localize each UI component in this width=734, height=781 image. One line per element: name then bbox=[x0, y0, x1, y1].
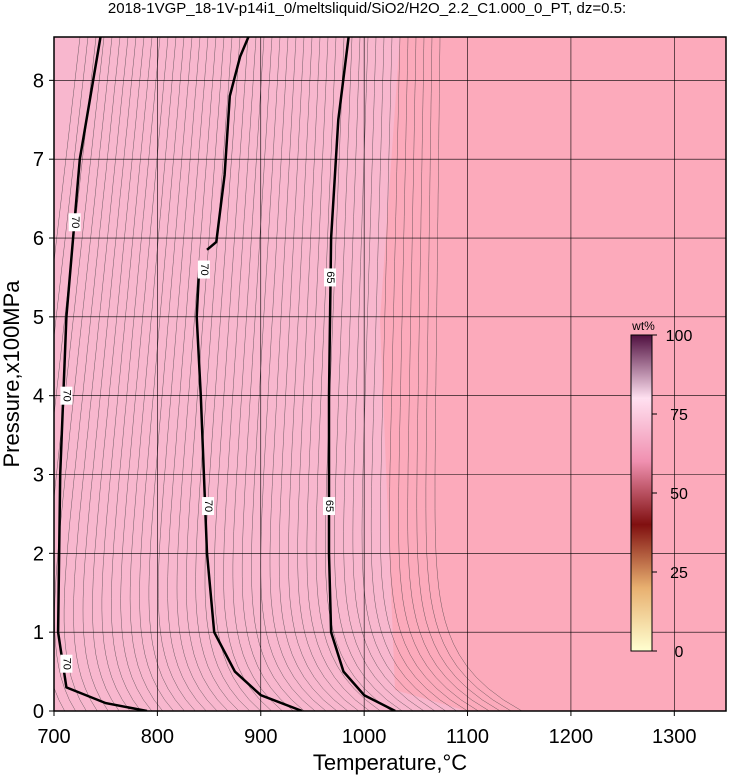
contour-label: 70 bbox=[202, 500, 214, 512]
x-axis-label: Temperature,°C bbox=[313, 750, 467, 775]
contour-texture-line bbox=[223, 37, 272, 711]
contour-texture-line bbox=[54, 37, 81, 264]
chart-title: 2018-1VGP_18-1V-p14i1_0/meltsliquid/SiO2… bbox=[108, 0, 626, 17]
contour-label: 70 bbox=[60, 390, 72, 402]
contour-line bbox=[327, 37, 396, 711]
contour-texture-line bbox=[269, 37, 327, 711]
contour-texture-line bbox=[120, 37, 169, 711]
x-tick-label: 1200 bbox=[549, 726, 594, 748]
contour-label-bg bbox=[60, 386, 73, 405]
y-tick-label: 5 bbox=[33, 307, 44, 329]
contour-label: 70 bbox=[60, 658, 72, 670]
contour-texture-line bbox=[398, 37, 479, 711]
contour-texture-line bbox=[63, 37, 121, 711]
contour-label-bg bbox=[60, 654, 73, 673]
contour-texture-line bbox=[176, 37, 218, 711]
contour-texture-line bbox=[278, 37, 338, 711]
y-tick-label: 6 bbox=[33, 228, 44, 250]
y-tick-label: 1 bbox=[33, 622, 44, 644]
contour-label-bg bbox=[202, 497, 215, 516]
contour-texture-line bbox=[195, 37, 240, 711]
contour-texture-line bbox=[129, 37, 177, 711]
contour-label-bg bbox=[68, 213, 81, 232]
y-tick-label: 7 bbox=[33, 149, 44, 171]
contour-texture-line bbox=[407, 37, 490, 711]
colorbar-tick-label: 0 bbox=[675, 644, 684, 661]
contour-texture-line bbox=[54, 37, 105, 711]
y-tick-label: 2 bbox=[33, 543, 44, 565]
contour-texture-line bbox=[158, 37, 201, 711]
contour-texture-line bbox=[241, 37, 294, 711]
contour-texture-line bbox=[111, 37, 161, 711]
contour-texture-line bbox=[92, 37, 145, 711]
contour-texture-line bbox=[232, 37, 283, 711]
x-tick-label: 1300 bbox=[652, 726, 697, 748]
y-tick-label: 3 bbox=[33, 465, 44, 487]
x-tick-label: 700 bbox=[37, 726, 70, 748]
contour-label-bg bbox=[323, 497, 336, 516]
colorbar-tick-label: 100 bbox=[666, 328, 693, 345]
contour-texture-line bbox=[260, 37, 316, 711]
colorbar-tick-label: 25 bbox=[670, 565, 688, 582]
contour-texture-line bbox=[73, 37, 129, 711]
contour-label: 65 bbox=[323, 500, 335, 512]
contour-texture-line bbox=[315, 37, 381, 711]
contour-texture-line bbox=[167, 37, 209, 711]
colorbar bbox=[630, 334, 653, 652]
contour-line bbox=[206, 37, 250, 251]
contour-texture-line bbox=[380, 37, 457, 711]
contour-texture-line bbox=[251, 37, 305, 711]
contour-texture-line bbox=[334, 37, 403, 711]
contour-texture-line bbox=[288, 37, 348, 711]
contour-texture-line bbox=[54, 37, 97, 711]
colorbar-tick-label: 50 bbox=[670, 486, 688, 503]
contour-texture-line bbox=[416, 37, 501, 711]
plot-frame bbox=[53, 36, 727, 712]
contour-texture-line bbox=[139, 37, 185, 711]
contour-line bbox=[195, 277, 303, 711]
contour-label-bg bbox=[197, 260, 210, 279]
contour-texture-line bbox=[325, 37, 392, 711]
contour-label: 70 bbox=[69, 216, 81, 228]
y-tick-label: 0 bbox=[33, 701, 44, 723]
contour-texture-line bbox=[54, 37, 89, 340]
x-tick-label: 800 bbox=[141, 726, 174, 748]
contour-label: 70 bbox=[198, 263, 210, 275]
contour-line bbox=[56, 37, 148, 711]
contour-texture-line bbox=[54, 37, 113, 711]
x-tick-label: 1000 bbox=[342, 726, 387, 748]
contour-texture-line bbox=[214, 37, 261, 711]
contour-texture-line bbox=[306, 37, 370, 711]
contour-texture-line bbox=[82, 37, 137, 711]
contour-texture-line bbox=[361, 37, 436, 711]
contour-texture-line bbox=[297, 37, 359, 711]
contour-texture-line bbox=[204, 37, 250, 711]
contour-label-bg bbox=[324, 268, 337, 287]
contour-texture-line bbox=[434, 37, 523, 711]
contour-texture-line bbox=[101, 37, 153, 711]
x-tick-label: 1100 bbox=[446, 726, 489, 748]
y-tick-label: 4 bbox=[33, 386, 44, 408]
contour-label: 65 bbox=[324, 271, 336, 283]
contour-texture-line bbox=[343, 37, 414, 711]
colorbar-label: wt% bbox=[631, 319, 655, 333]
x-tick-label: 900 bbox=[244, 726, 277, 748]
contour-texture-line bbox=[425, 37, 512, 711]
contour-texture-line bbox=[148, 37, 193, 711]
contour-texture-line bbox=[389, 37, 468, 711]
contour-texture-line bbox=[370, 37, 446, 711]
y-axis-label: Pressure,x100MPa bbox=[0, 280, 24, 468]
colorbar-tick-label: 75 bbox=[670, 407, 688, 424]
y-tick-label: 8 bbox=[33, 70, 44, 92]
